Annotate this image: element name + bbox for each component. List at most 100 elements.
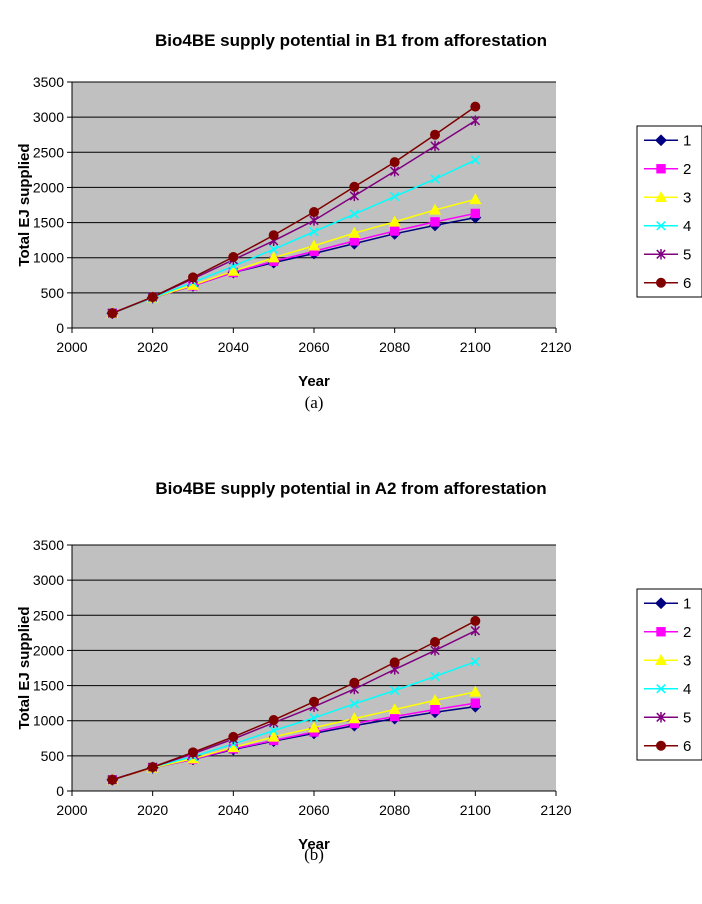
series-3-point	[348, 226, 361, 238]
chart-a-plot-area: 0 500 1000 1500 2000 2500 3000 3500 2000 2020 204…	[33, 74, 572, 355]
x-tick-label: 2080	[379, 802, 410, 818]
series-4-point	[389, 191, 400, 202]
series-6-point	[389, 657, 400, 668]
legend-label-3: 3	[683, 189, 691, 206]
series-3-point	[227, 264, 240, 276]
series-6-point	[389, 157, 400, 168]
series-3-point	[307, 239, 321, 251]
series-6-line	[112, 620, 476, 781]
y-tick-label: 2500	[33, 144, 64, 160]
series-5-point	[349, 190, 360, 202]
series-4-point	[349, 209, 360, 219]
series-6-point	[188, 747, 198, 758]
series-3-point	[388, 215, 401, 227]
series-4-line	[112, 660, 476, 781]
series-4-point	[309, 226, 319, 237]
series-6-point	[147, 762, 158, 773]
series-6-point	[470, 101, 481, 112]
series-6-line	[112, 105, 476, 314]
legend-marker-6	[656, 740, 666, 751]
legend-marker-5	[656, 249, 666, 260]
chart-a-x-ticks: 2000 2020 2040 2060 2080 2100 2120	[56, 328, 572, 355]
y-tick-label: 1000	[33, 713, 64, 729]
series-2-point	[470, 208, 481, 219]
chart-b-y-axis-label: Total EJ supplied	[16, 606, 33, 729]
series-6-point	[147, 292, 158, 303]
series-4-point	[470, 656, 481, 667]
series-6-point	[309, 207, 319, 218]
legend-box	[636, 588, 702, 761]
legend-label-3: 3	[683, 652, 691, 669]
series-6-point	[309, 696, 319, 707]
y-tick-label: 1500	[33, 678, 64, 694]
series-3-point	[428, 203, 442, 215]
legend-marker-2	[656, 627, 666, 637]
y-tick-label: 2000	[33, 642, 64, 658]
series-6-point	[349, 181, 360, 192]
legend-marker-4	[656, 684, 666, 694]
series-2-point	[349, 236, 360, 246]
series-6-point	[228, 731, 239, 742]
series-2-point	[470, 698, 481, 708]
series-6-point	[268, 715, 279, 726]
y-tick-label: 500	[41, 748, 65, 764]
x-tick-label: 2000	[56, 802, 87, 818]
series-4-point	[430, 671, 440, 682]
y-tick-label: 3000	[33, 109, 64, 125]
series-5-point	[470, 115, 481, 126]
series-6-point	[228, 252, 239, 263]
x-tick-label: 2040	[218, 339, 249, 355]
legend-label-6: 6	[683, 738, 691, 755]
legend-label-4: 4	[683, 218, 691, 235]
series-6-point	[268, 230, 279, 241]
y-tick-label: 3500	[33, 537, 64, 553]
series-4-point	[268, 244, 279, 255]
x-tick-label: 2120	[540, 339, 571, 355]
y-tick-label: 3000	[33, 572, 64, 588]
legend-marker-6	[656, 277, 666, 288]
chart-b-x-ticks: 2000 2020 2040 2060 2080 2100 2120	[56, 791, 572, 818]
x-tick-label: 2080	[379, 339, 410, 355]
series-6-point	[107, 774, 118, 785]
y-tick-label: 0	[56, 320, 64, 336]
legend-marker-1	[655, 597, 667, 610]
chart-a-caption: (a)	[305, 393, 324, 412]
chart-a-x-axis-label: Year	[298, 373, 330, 390]
chart-a-series	[106, 101, 482, 320]
series-2-point	[430, 704, 440, 715]
y-tick-label: 3500	[33, 74, 64, 90]
x-tick-label: 2000	[56, 339, 87, 355]
series-3-line	[112, 691, 476, 781]
chart-a-y-axis-label: Total EJ supplied	[16, 143, 33, 266]
series-4-point	[268, 725, 279, 736]
legend-label-5: 5	[683, 709, 691, 726]
series-3-point	[469, 193, 482, 205]
legend-marker-2	[656, 164, 666, 174]
series-6-point	[430, 636, 440, 647]
legend-label-6: 6	[683, 275, 691, 292]
x-tick-label: 2060	[298, 802, 329, 818]
legend-marker-5	[656, 712, 666, 723]
chart-a-legend: 1 2 3 4 5 6	[636, 125, 702, 298]
y-tick-label: 2000	[33, 179, 64, 195]
x-tick-label: 2100	[460, 339, 491, 355]
series-3-point	[348, 712, 361, 724]
series-4-point	[470, 155, 481, 165]
series-4-point	[349, 699, 360, 709]
chart-b-x-axis-label: Year	[298, 836, 330, 853]
chart-b-series	[106, 615, 482, 786]
series-2-point	[389, 226, 400, 236]
x-tick-label: 2120	[540, 802, 571, 818]
series-5-point	[389, 166, 400, 177]
series-4-line	[112, 159, 476, 314]
y-tick-label: 1000	[33, 250, 64, 266]
y-tick-label: 2500	[33, 607, 64, 623]
series-6-point	[349, 677, 360, 688]
series-4-point	[309, 713, 319, 723]
y-tick-label: 500	[41, 285, 65, 301]
chart-a-y-ticks: 0 500 1000 1500 2000 2500 3000 3500	[33, 74, 72, 336]
legend-label-4: 4	[683, 681, 691, 698]
series-4-point	[389, 685, 400, 696]
series-4-point	[430, 174, 440, 184]
